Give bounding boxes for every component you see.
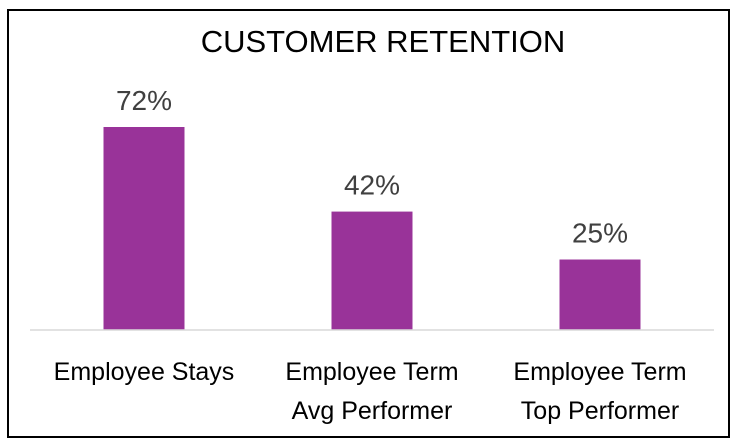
data-label: 25% xyxy=(572,218,628,249)
category-label: Avg Performer xyxy=(292,397,453,425)
bar xyxy=(559,259,641,330)
category-label: Employee Stays xyxy=(54,358,235,386)
bars-group xyxy=(103,127,641,330)
category-label: Employee Term xyxy=(285,358,458,386)
data-labels-group: 72% 42% 25% xyxy=(116,85,628,249)
category-label: Top Performer xyxy=(521,397,679,425)
chart-title: CUSTOMER RETENTION xyxy=(201,24,566,59)
data-label: 42% xyxy=(344,170,400,201)
bar xyxy=(103,127,185,330)
data-label: 72% xyxy=(116,85,172,116)
bar xyxy=(331,211,413,330)
category-labels-group: Employee Stays Employee Term Avg Performer… xyxy=(54,358,687,425)
category-label: Employee Term xyxy=(513,358,686,386)
